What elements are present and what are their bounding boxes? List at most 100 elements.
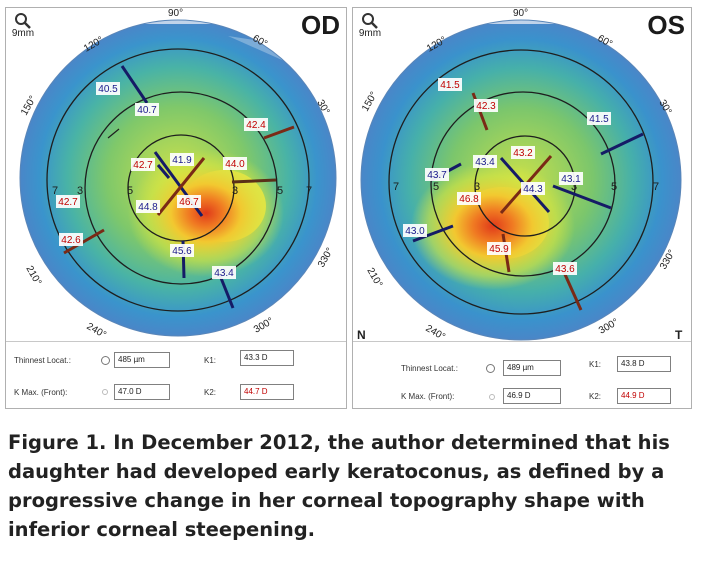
od-ring-label: 7	[306, 185, 312, 197]
od-keratometry-reading: 40.7	[137, 105, 157, 116]
od-keratometry-reading: 43.4	[214, 268, 234, 279]
os-zoom-control[interactable]: 9mm	[356, 12, 384, 39]
os-angle-label: 300°	[597, 317, 620, 337]
od-kmax-value: 47.0 D	[114, 384, 170, 400]
od-topography-map: 3 5 7 3 5 7 90° 60° 30° 330° 300° 240° 2…	[19, 8, 337, 341]
magnifier-icon	[15, 13, 31, 29]
os-temporal-letter: T	[675, 328, 683, 342]
os-keratometry-reading: 43.4	[475, 157, 495, 168]
od-reading-box	[177, 195, 201, 208]
od-reading-box	[223, 157, 247, 170]
os-k2-label: K2:	[589, 392, 602, 401]
os-topography-map: 7 5 3 3 5 7 90° 60° 30° 330° 300° 240° 2…	[360, 8, 682, 341]
os-reading-box	[511, 146, 535, 159]
os-keratometry-reading: 43.2	[513, 148, 533, 159]
od-keratometry-reading: 45.6	[172, 246, 192, 257]
os-reading-box	[587, 112, 611, 125]
os-keratometry-reading: 43.0	[405, 226, 425, 237]
od-k1-value: 43.3 D	[240, 350, 294, 366]
od-reading-box	[170, 244, 194, 257]
od-keratometry-reading: 42.7	[133, 160, 153, 171]
od-thinnest-label: Thinnest Locat.:	[14, 356, 71, 365]
os-ring-label: 5	[433, 181, 439, 193]
os-topography-panel: 7 5 3 3 5 7 90° 60° 30° 330° 300° 240° 2…	[352, 7, 692, 409]
od-reading-labels: 40.5 40.7 42.4 42.7 41.9 44.0 42.7 44.8 46.7 42.6…	[56, 82, 268, 279]
od-reading-box	[131, 158, 155, 171]
od-ring-label: 5	[127, 185, 133, 197]
os-reading-box	[425, 168, 449, 181]
od-kmax-label: K Max. (Front):	[14, 388, 68, 397]
od-k2-label: K2:	[204, 388, 217, 397]
os-nasal-letter: N	[357, 328, 366, 342]
od-reading-box	[212, 266, 236, 279]
os-kmax-value: 46.9 D	[503, 388, 561, 404]
os-keratometry-reading: 44.3	[523, 184, 543, 195]
od-keratometry-reading: 41.9	[172, 155, 192, 166]
od-zoom-control[interactable]: 9mm	[9, 12, 37, 39]
od-reading-box	[136, 200, 160, 213]
od-reading-box	[96, 82, 120, 95]
os-keratometry-reading: 43.1	[561, 174, 581, 185]
od-ring-label: 5	[277, 185, 283, 197]
os-reading-box	[521, 182, 545, 195]
od-reading-box	[56, 195, 80, 208]
os-k2-value: 44.9 D	[617, 388, 671, 404]
os-keratometry-reading: 41.5	[440, 80, 460, 91]
os-reading-labels: 41.5 42.3 41.5 43.4 43.2 43.7 44.3 43.1 46.8 43.0…	[403, 78, 611, 275]
od-keratometry-reading: 42.7	[58, 197, 78, 208]
os-k1-value: 43.8 D	[617, 356, 671, 372]
od-keratometry-reading: 44.0	[225, 159, 245, 170]
os-thinnest-radio[interactable]	[486, 364, 495, 373]
od-info-bar: Thinnest Locat.: 485 µm K Max. (Front): …	[6, 341, 346, 408]
os-reading-box	[553, 262, 577, 275]
os-reading-box	[438, 78, 462, 91]
os-keratometry-reading: 43.6	[555, 264, 575, 275]
os-thinnest-value: 489 µm	[503, 360, 561, 376]
os-reading-box	[487, 242, 511, 255]
od-kmax-radio[interactable]	[102, 389, 108, 395]
od-ring-label: 7	[52, 185, 58, 197]
od-k2-value: 44.7 D	[240, 384, 294, 400]
od-k1-label: K1:	[204, 356, 217, 365]
od-reading-box	[244, 118, 268, 131]
os-reading-box	[473, 155, 497, 168]
od-angle-label: 90°	[168, 8, 183, 19]
topography-figure: 3 5 7 3 5 7 90° 60° 30° 330° 300° 240° 2…	[5, 7, 692, 409]
od-topography-panel: 3 5 7 3 5 7 90° 60° 30° 330° 300° 240° 2…	[5, 7, 347, 409]
od-reading-box	[59, 233, 83, 246]
od-reading-box	[135, 103, 159, 116]
figure-caption: Figure 1. In December 2012, the author d…	[8, 431, 670, 541]
os-reading-box	[474, 99, 498, 112]
od-angle-label: 240°	[85, 321, 108, 341]
os-scale-label: 9mm	[358, 28, 382, 39]
os-keratometry-reading: 46.8	[459, 194, 479, 205]
od-keratometry-reading: 46.7	[179, 197, 199, 208]
os-ring-label: 7	[393, 181, 399, 193]
os-keratometry-reading: 43.7	[427, 170, 447, 181]
od-keratometry-reading: 40.5	[98, 84, 118, 95]
od-scale-label: 9mm	[11, 28, 35, 39]
od-ring-label: 3	[77, 185, 83, 197]
os-ring-label: 3	[474, 181, 480, 193]
od-thinnest-value: 485 µm	[114, 352, 170, 368]
os-kmax-label: K Max. (Front):	[401, 392, 455, 401]
od-meridian-markers	[63, 65, 295, 309]
os-info-bar: Thinnest Locat.: 489 µm K Max. (Front): …	[353, 341, 691, 408]
os-keratometry-reading: 41.5	[589, 114, 609, 125]
os-angle-label: 240°	[424, 323, 447, 341]
os-angle-label: 90°	[513, 8, 528, 19]
od-angle-label: 300°	[252, 316, 275, 336]
od-eye-label: OD	[301, 10, 340, 40]
os-keratometry-reading: 42.3	[476, 101, 496, 112]
od-angle-label: 210°	[23, 264, 43, 287]
od-thinnest-radio[interactable]	[101, 356, 110, 365]
os-angle-label: 210°	[364, 266, 384, 289]
od-keratometry-reading: 44.8	[138, 202, 158, 213]
os-keratometry-reading: 45.9	[489, 244, 509, 255]
od-keratometry-reading: 42.6	[61, 235, 81, 246]
magnifier-icon	[362, 13, 378, 29]
os-ring-label: 7	[653, 181, 659, 193]
os-reading-box	[559, 172, 583, 185]
os-kmax-radio[interactable]	[489, 394, 495, 400]
os-thinnest-label: Thinnest Locat.:	[401, 364, 458, 373]
